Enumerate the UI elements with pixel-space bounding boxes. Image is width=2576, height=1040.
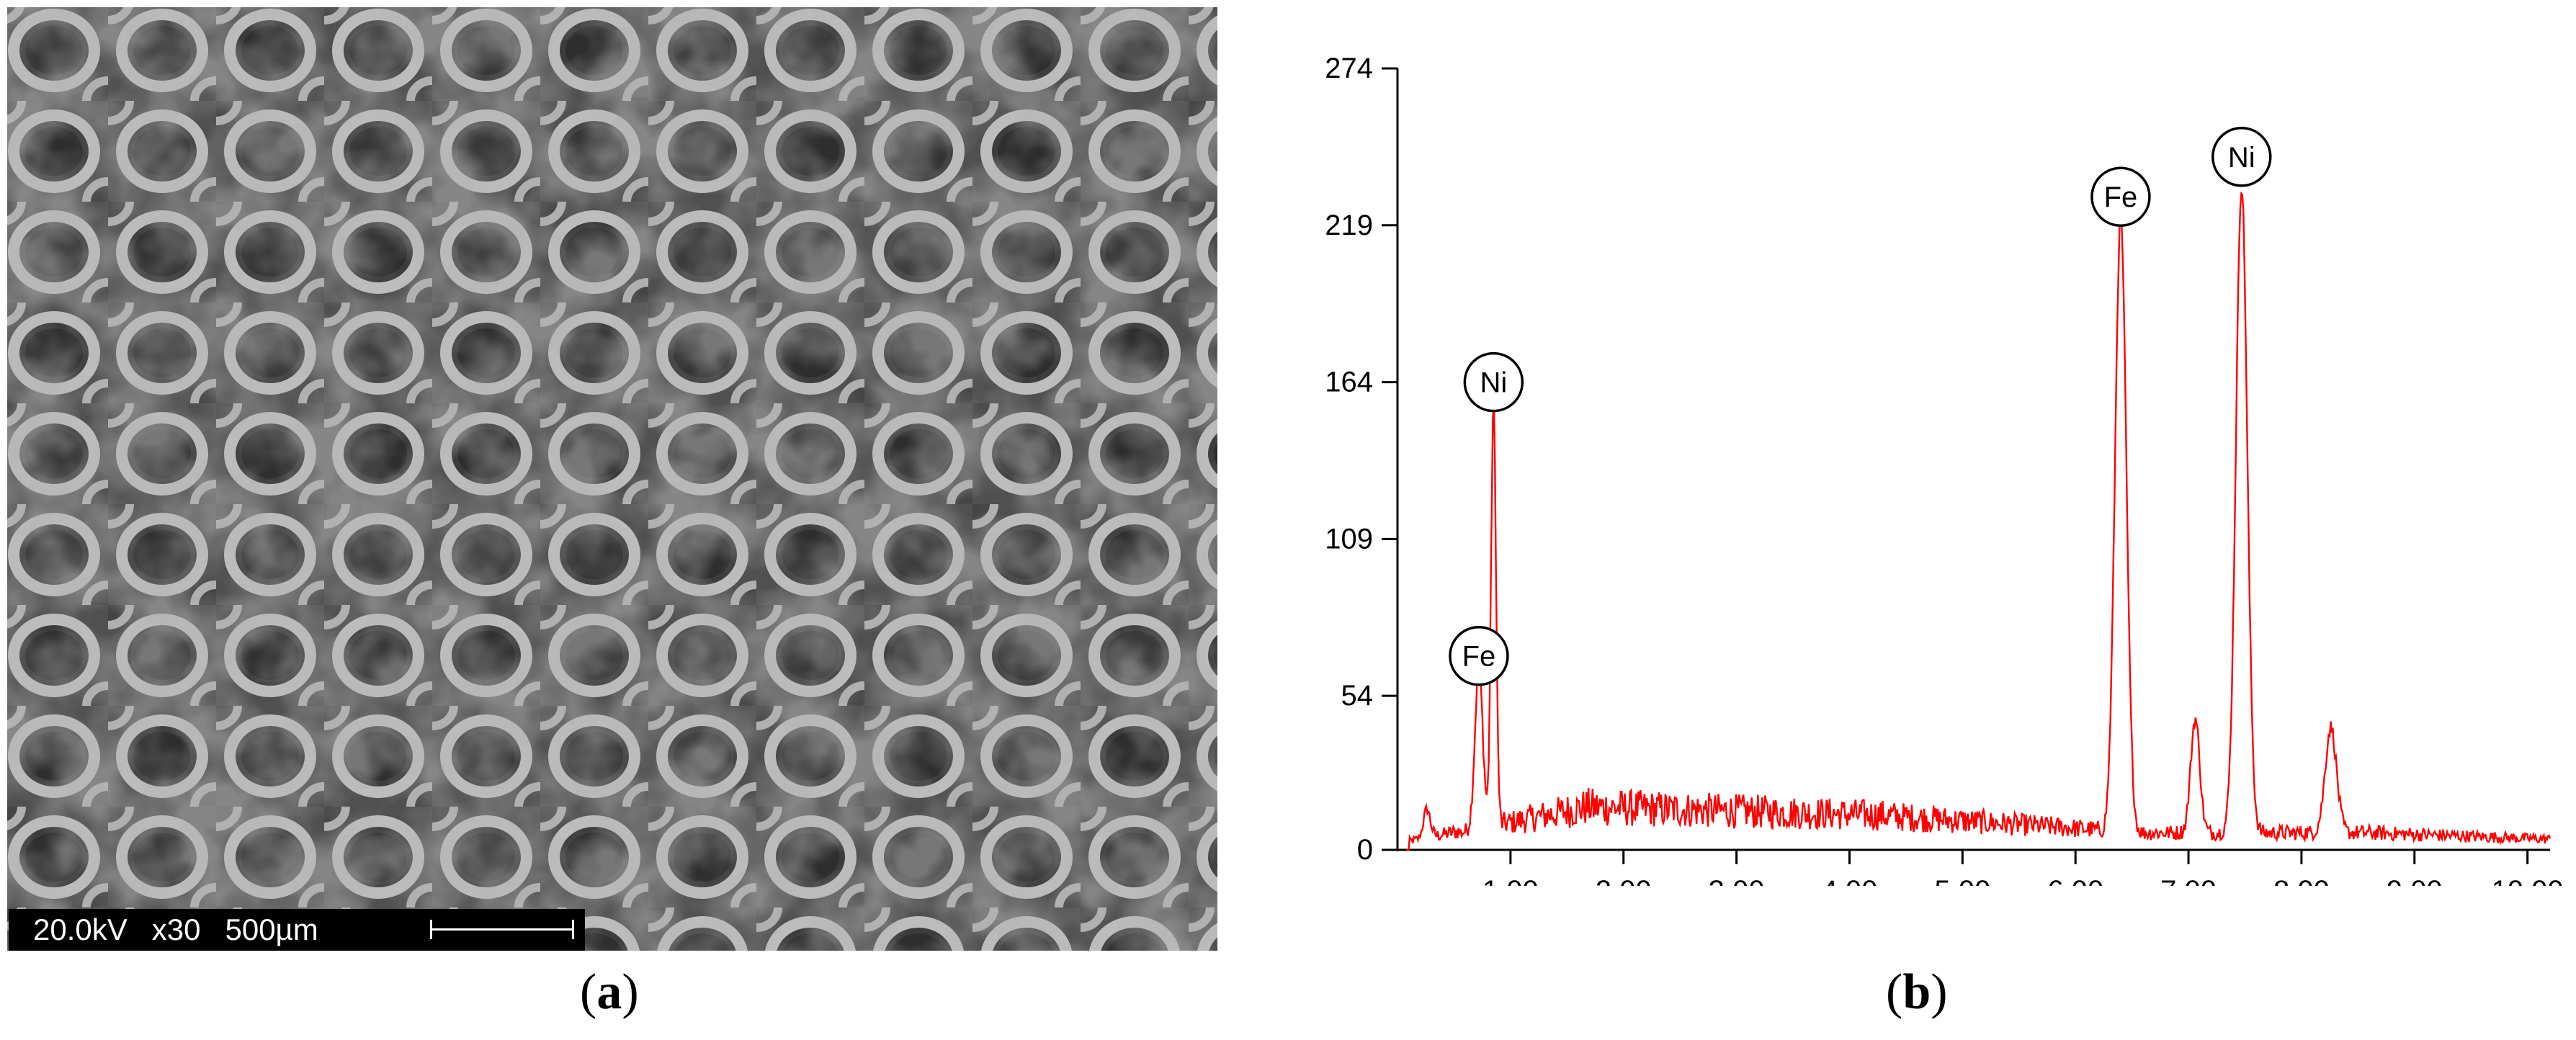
peak-label-fe: Fe xyxy=(1462,641,1496,673)
x-tick-label: 5.00 xyxy=(1934,875,1990,886)
y-tick-label: 219 xyxy=(1325,210,1373,241)
sem-image xyxy=(7,7,1217,951)
sem-scale-bar: 20.0kV x30 500µm xyxy=(9,909,585,951)
x-tick-label: 10.00 xyxy=(2492,875,2564,886)
sem-micrograph: 20.0kV x30 500µm xyxy=(0,0,1225,958)
sem-voltage: 20.0kV xyxy=(33,913,128,946)
spectrum-line xyxy=(1406,191,2552,851)
sem-magnification: x30 xyxy=(151,913,201,946)
eds-spectrum-chart: 0 54 109 164 219 274 1.00 2.00 3.00 4.00 5.00 6.00 7… xyxy=(1325,53,2564,886)
x-tick-label: 2.00 xyxy=(1596,875,1652,886)
peak-label-circle xyxy=(1449,625,1509,686)
y-tick-label: 274 xyxy=(1325,53,1373,84)
x-tick-label: 9.00 xyxy=(2387,875,2443,886)
panel-label-b: (b) xyxy=(1886,964,1948,1020)
x-tick-label: 6.00 xyxy=(2047,875,2103,886)
peak-label-ni: Ni xyxy=(1480,367,1507,399)
y-tick-label: 0 xyxy=(1357,834,1373,866)
peak-label-ni: Ni xyxy=(2228,142,2255,174)
x-tick-label: 1.00 xyxy=(1482,875,1539,886)
x-tick-label: 4.00 xyxy=(1822,875,1878,886)
y-tick-label: 54 xyxy=(1341,680,1374,712)
peak-label-circle xyxy=(1463,351,1524,413)
panel-label-a: (a) xyxy=(580,964,639,1020)
y-tick-label: 109 xyxy=(1325,523,1373,555)
peak-label-circle xyxy=(2211,127,2272,187)
sem-scale-text: 500µm xyxy=(225,913,318,946)
x-tick-label: 7.00 xyxy=(2160,875,2217,886)
y-tick-label: 164 xyxy=(1325,367,1373,398)
x-tick-label: 8.00 xyxy=(2273,875,2330,886)
peak-label-circle xyxy=(2090,166,2151,227)
x-tick-label: 3.00 xyxy=(1709,875,1765,886)
peak-label-fe: Fe xyxy=(2104,181,2138,213)
scale-bar-line xyxy=(430,920,574,939)
